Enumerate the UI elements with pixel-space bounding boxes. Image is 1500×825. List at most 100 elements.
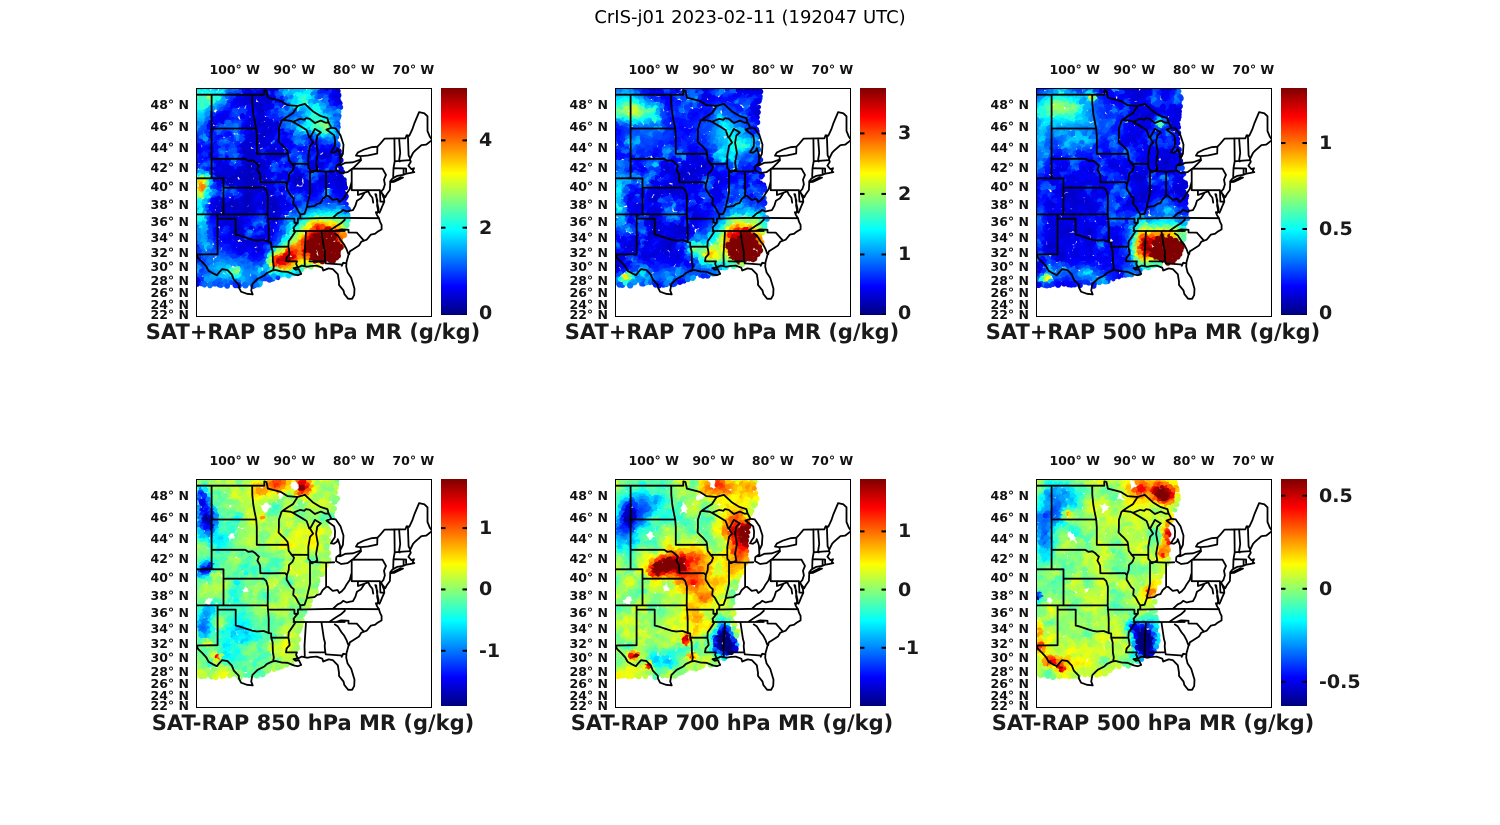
- data-field-canvas: [197, 480, 431, 707]
- lat-tick-label: 42° N: [990, 159, 1029, 175]
- colorbar-gradient: [441, 479, 467, 706]
- lat-tick-label: 24° N: [569, 687, 608, 703]
- colorbar: 0 2 4: [441, 88, 527, 324]
- lat-tick-label: 30° N: [150, 259, 189, 275]
- lon-tick-label: 70° W: [392, 62, 435, 77]
- panel-title: SAT-RAP 850 hPa MR (g/kg): [151, 711, 475, 735]
- lat-tick-label: 36° N: [569, 213, 608, 229]
- colorbar-tick-label: 1: [479, 517, 493, 540]
- lon-tick-label: 80° W: [332, 453, 375, 468]
- lat-tick-label: 30° N: [990, 259, 1029, 275]
- data-field-canvas: [1037, 89, 1271, 316]
- lat-tick-label: 28° N: [990, 272, 1029, 288]
- lat-tick-label: 32° N: [990, 636, 1029, 652]
- lat-tick-label: 24° N: [569, 296, 608, 312]
- colorbar-tick-label: 0: [898, 302, 912, 324]
- lat-tick-label: 40° N: [990, 178, 1029, 194]
- map-frame: [1036, 479, 1272, 708]
- lat-tick-label: 44° N: [990, 139, 1029, 155]
- lat-tick-label: 22° N: [150, 306, 189, 322]
- lon-tick-label: 100° W: [1049, 453, 1100, 468]
- state-boundaries-map: [616, 480, 850, 691]
- lat-tick-label: 34° N: [569, 229, 608, 245]
- lat-tick-label: 22° N: [569, 697, 608, 713]
- lat-tick-label: 34° N: [150, 229, 189, 245]
- data-field-canvas: [1037, 480, 1271, 707]
- lat-tick-label: 42° N: [569, 550, 608, 566]
- panel-title: SAT-RAP 700 hPa MR (g/kg): [570, 711, 894, 735]
- lat-tick-label: 30° N: [569, 259, 608, 275]
- colorbar-tick-label: 1: [1319, 132, 1333, 155]
- lat-tick-label: 32° N: [990, 245, 1029, 261]
- colorbar-tick-label: 0: [898, 578, 912, 601]
- lat-tick-label: 44° N: [569, 139, 608, 155]
- lon-tick-label: 100° W: [628, 62, 679, 77]
- lon-tick-label: 90° W: [1113, 453, 1156, 468]
- lat-tick-label: 28° N: [150, 663, 189, 679]
- lat-tick-label: 48° N: [150, 487, 189, 503]
- state-boundaries-map: [1037, 480, 1271, 691]
- lat-tick-label: 40° N: [569, 569, 608, 585]
- lat-tick-label: 46° N: [990, 118, 1029, 134]
- colorbar-tick-label: 0: [1319, 577, 1333, 600]
- state-boundaries-map: [197, 480, 431, 691]
- lat-tick-label: 22° N: [569, 306, 608, 322]
- lat-tick-label: 28° N: [990, 663, 1029, 679]
- lat-tick-label: 38° N: [150, 196, 189, 212]
- lon-tick-label: 70° W: [811, 453, 854, 468]
- lon-tick-label: 100° W: [628, 453, 679, 468]
- map-frame: [615, 479, 851, 708]
- lat-tick-label: 36° N: [150, 604, 189, 620]
- colorbar: -1 0 1: [441, 479, 527, 706]
- colorbar: -0.5 0 0.5: [1281, 479, 1367, 706]
- lat-tick-label: 22° N: [150, 697, 189, 713]
- lat-tick-label: 22° N: [990, 306, 1029, 322]
- lat-tick-label: 28° N: [150, 272, 189, 288]
- lon-tick-label: 90° W: [692, 62, 735, 77]
- lon-tick-label: 100° W: [209, 453, 260, 468]
- lon-tick-label: 80° W: [751, 453, 794, 468]
- state-boundaries-map: [197, 89, 431, 300]
- lat-tick-label: 32° N: [569, 636, 608, 652]
- colorbar: -1 0 1: [860, 479, 946, 706]
- lon-tick-label: 80° W: [1172, 62, 1215, 77]
- lon-tick-label: 70° W: [811, 62, 854, 77]
- lat-tick-label: 38° N: [990, 587, 1029, 603]
- lat-tick-label: 26° N: [990, 676, 1029, 692]
- lat-tick-label: 26° N: [990, 285, 1029, 301]
- lat-tick-label: 38° N: [990, 196, 1029, 212]
- lat-tick-label: 44° N: [150, 530, 189, 546]
- colorbar-tick-label: 4: [479, 129, 493, 152]
- lat-tick-label: 34° N: [990, 229, 1029, 245]
- lat-tick-label: 30° N: [990, 650, 1029, 666]
- lat-tick-label: 42° N: [990, 550, 1029, 566]
- lat-tick-label: 44° N: [990, 530, 1029, 546]
- lat-tick-label: 48° N: [150, 96, 189, 112]
- lat-tick-label: 24° N: [990, 296, 1029, 312]
- data-field-canvas: [616, 480, 850, 707]
- lat-tick-label: 48° N: [990, 487, 1029, 503]
- colorbar-gradient: [860, 88, 886, 315]
- map-frame: [1036, 88, 1272, 317]
- colorbar-tick-label: 2: [898, 182, 912, 205]
- lat-tick-label: 38° N: [150, 587, 189, 603]
- lat-tick-label: 44° N: [569, 530, 608, 546]
- colorbar-tick-label: 0: [479, 302, 493, 324]
- lon-tick-label: 90° W: [273, 453, 316, 468]
- lat-tick-label: 34° N: [150, 620, 189, 636]
- colorbar-tick-label: 2: [479, 216, 493, 239]
- lat-tick-label: 46° N: [569, 118, 608, 134]
- colorbar: 0 0.5 1: [1281, 88, 1367, 324]
- lat-tick-label: 36° N: [150, 213, 189, 229]
- map-frame: [196, 88, 432, 317]
- state-boundaries-map: [1037, 89, 1271, 300]
- lat-tick-label: 24° N: [150, 296, 189, 312]
- lat-tick-label: 26° N: [150, 285, 189, 301]
- colorbar-tick-label: 3: [898, 122, 912, 145]
- colorbar-tick-label: 1: [898, 243, 912, 266]
- lat-tick-label: 24° N: [990, 687, 1029, 703]
- lat-tick-label: 48° N: [569, 96, 608, 112]
- panel-title: SAT-RAP 500 hPa MR (g/kg): [991, 711, 1315, 735]
- colorbar-gradient: [1281, 479, 1307, 706]
